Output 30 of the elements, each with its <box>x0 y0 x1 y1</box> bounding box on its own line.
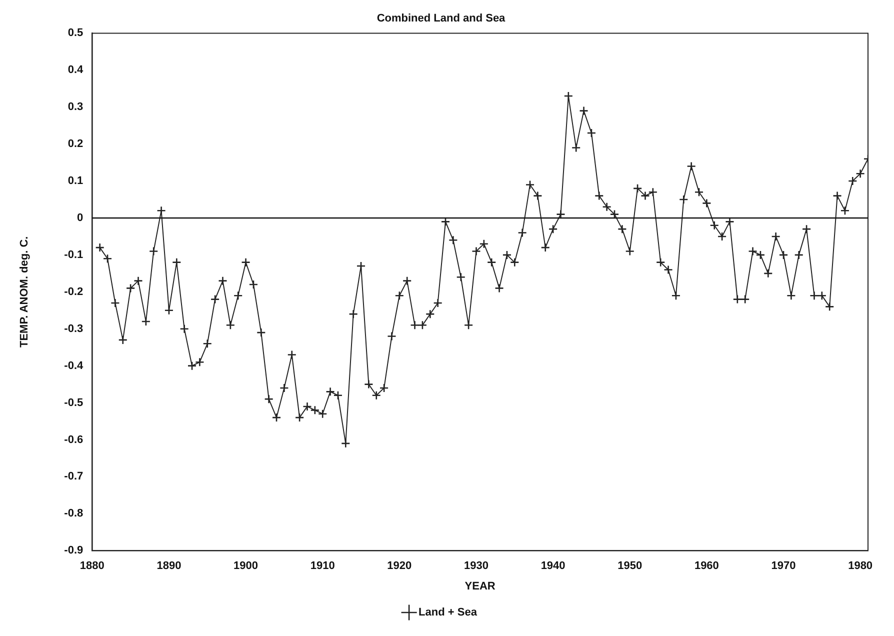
x-tick-label: 1880 <box>80 560 104 572</box>
x-tick-label: 1980 <box>848 560 873 572</box>
x-tick-label: 1890 <box>156 560 182 572</box>
y-tick-label: -0.1 <box>64 248 84 261</box>
x-tick-label: 1910 <box>310 560 335 572</box>
chart-title: Combined Land and Sea <box>376 12 506 25</box>
x-tick-label: 1970 <box>771 560 796 572</box>
x-tick-label: 1950 <box>618 560 642 572</box>
y-tick-label: -0.7 <box>64 470 84 483</box>
y-tick-label: 0.5 <box>68 27 84 40</box>
x-tick-label: 1940 <box>540 560 566 572</box>
x-tick-label: 1920 <box>387 560 412 572</box>
y-tick-label: -0.8 <box>64 508 84 520</box>
x-tick-label: 1960 <box>694 560 719 572</box>
y-tick-label: -0.6 <box>64 434 84 446</box>
y-tick-label: -0.4 <box>64 360 84 372</box>
y-tick-label: -0.3 <box>64 322 84 335</box>
y-tick-label: 0 <box>77 212 84 224</box>
y-tick-label: 0.4 <box>68 64 84 76</box>
y-tick-label: -0.9 <box>64 544 84 557</box>
y-tick-label: 0.2 <box>68 138 84 150</box>
x-axis-title: YEAR <box>464 580 496 592</box>
x-tick-label: 1930 <box>464 560 488 572</box>
x-tick-label: 1900 <box>234 560 258 572</box>
y-axis-title: TEMP. ANOM. deg. C. <box>18 236 31 348</box>
y-tick-label: -0.2 <box>64 286 84 298</box>
y-tick-label: 0.3 <box>68 101 84 114</box>
legend-label: Land + Sea <box>418 606 478 619</box>
y-tick-label: -0.5 <box>64 396 84 409</box>
y-tick-label: 0.1 <box>68 175 84 188</box>
